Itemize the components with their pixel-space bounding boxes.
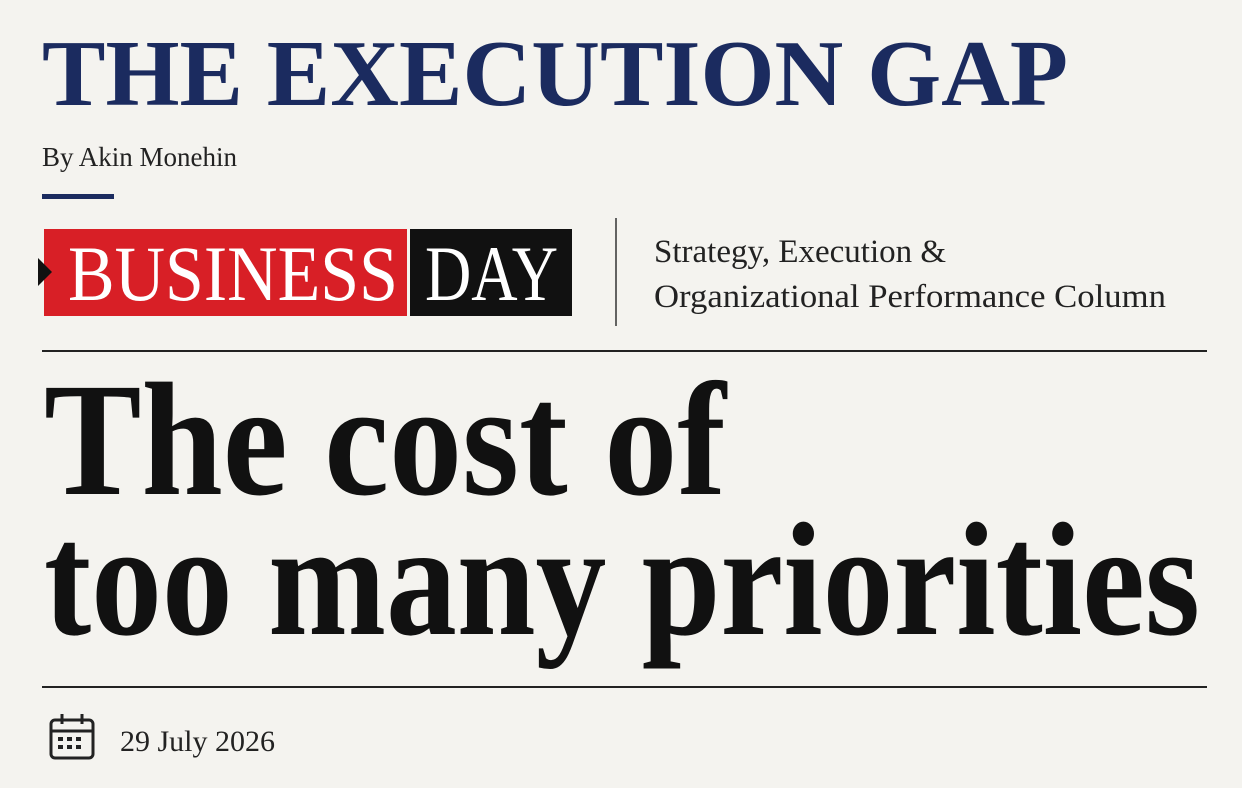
column-line: Organizational Performance Column — [654, 279, 1166, 315]
logo-day: DAY — [425, 230, 558, 317]
logo-business: BUSINESS — [68, 230, 398, 317]
byline: By Akin Monehin — [42, 142, 238, 172]
section-title: THE EXECUTION GAP — [42, 22, 1068, 126]
headline-line: too many priorities — [44, 491, 1200, 670]
logo-black — [410, 229, 572, 316]
headline-line: The cost of — [44, 351, 728, 530]
accent-rule — [42, 194, 114, 199]
logo-red — [44, 229, 407, 316]
logo: BUSINESS DAY — [38, 229, 572, 317]
date: 29 July 2026 — [120, 725, 275, 758]
logo-arrow — [38, 258, 52, 286]
calendar-icon — [49, 714, 95, 760]
column-line: Strategy, Execution & — [654, 234, 946, 270]
